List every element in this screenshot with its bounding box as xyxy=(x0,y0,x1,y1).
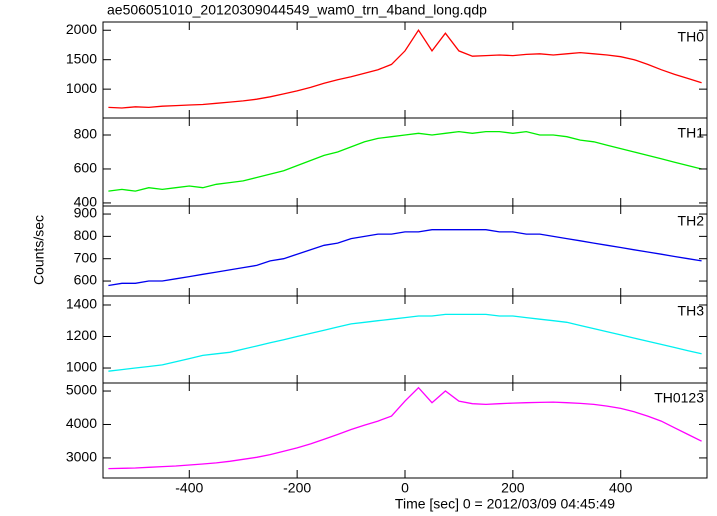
y-tick-label: 2000 xyxy=(66,21,97,37)
y-tick-label: 900 xyxy=(74,205,98,221)
data-line xyxy=(108,313,702,372)
y-tick-label: 600 xyxy=(74,160,98,176)
y-tick-label: 700 xyxy=(74,249,98,265)
y-tick-label: 1200 xyxy=(66,327,97,343)
y-tick-label: 1500 xyxy=(66,50,97,66)
y-tick-label: 800 xyxy=(74,227,98,243)
y-tick-label: 4000 xyxy=(66,415,97,431)
panel-label: TH0123 xyxy=(654,390,704,406)
panel-frame xyxy=(102,21,708,119)
y-tick-label: 800 xyxy=(74,126,98,142)
x-tick-label: 200 xyxy=(501,480,525,496)
panel-label: TH0 xyxy=(678,29,705,45)
y-tick-label: 1400 xyxy=(66,296,97,312)
data-line xyxy=(108,229,702,287)
y-tick-label: 1000 xyxy=(66,359,97,375)
panel-frame xyxy=(102,205,708,297)
y-tick-label: 400 xyxy=(74,194,98,210)
chart-title: ae506051010_20120309044549_wam0_trn_4ban… xyxy=(107,2,487,18)
x-tick-label: 0 xyxy=(401,480,409,496)
y-tick-label: 1000 xyxy=(66,80,97,96)
panel-frame xyxy=(102,117,708,207)
x-tick-label: 400 xyxy=(609,480,633,496)
panel-frame xyxy=(102,382,708,479)
data-line xyxy=(108,386,702,470)
data-line xyxy=(108,130,702,192)
x-tick-label: -200 xyxy=(283,480,311,496)
y-tick-label: 600 xyxy=(74,272,98,288)
panel-label: TH1 xyxy=(678,125,705,141)
x-axis-label: Time [sec] 0 = 2012/03/09 04:45:49 xyxy=(395,496,615,512)
panel-label: TH2 xyxy=(678,213,705,229)
panel-frame xyxy=(102,295,708,384)
x-tick-label: -400 xyxy=(175,480,203,496)
y-axis-label: Counts/sec xyxy=(31,215,47,285)
y-tick-label: 5000 xyxy=(66,382,97,398)
panel-label: TH3 xyxy=(678,303,705,319)
y-tick-label: 3000 xyxy=(66,449,97,465)
data-line xyxy=(108,29,702,109)
